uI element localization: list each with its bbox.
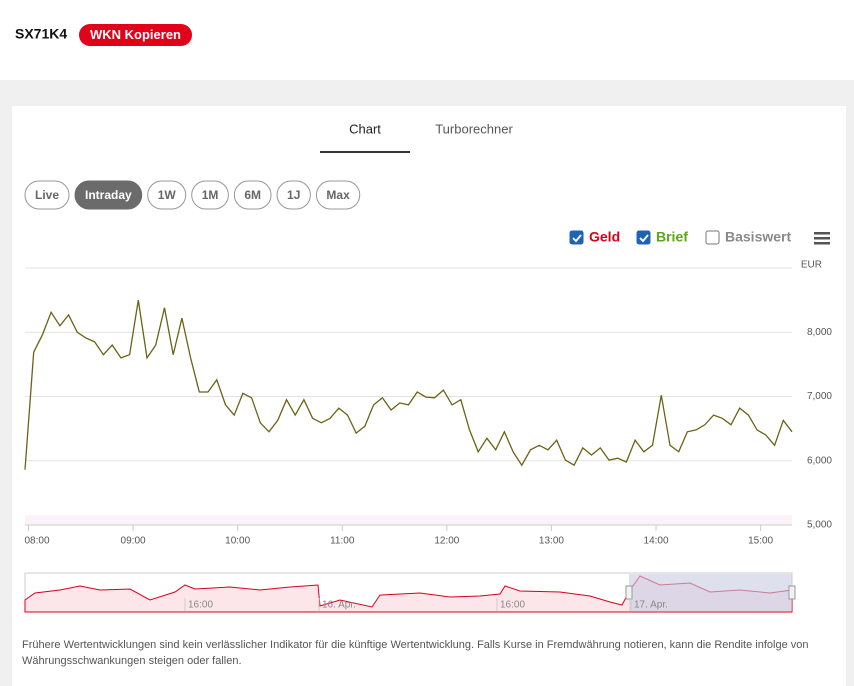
plot-band <box>25 515 792 525</box>
y-tick-label: 5,000 <box>807 520 832 531</box>
price-line <box>24 299 793 470</box>
range-button-label[interactable]: 1W <box>158 188 177 202</box>
range-button[interactable] <box>24 180 70 210</box>
x-tick-label: 15:00 <box>748 536 773 547</box>
x-tick-label: 13:00 <box>539 536 564 547</box>
navigator-label: 16:00 <box>500 600 525 611</box>
navigator-handle[interactable] <box>625 585 633 600</box>
tab[interactable]: Chart <box>349 121 381 136</box>
menu-bar[interactable] <box>814 237 830 240</box>
y-tick-label: 8,000 <box>807 327 832 338</box>
legend-checkbox[interactable] <box>705 230 720 245</box>
range-button-label[interactable]: Live <box>35 188 59 202</box>
range-button-label[interactable]: 1M <box>202 188 219 202</box>
legend-checkbox[interactable] <box>569 230 584 245</box>
navigator-label: 16. Apr. <box>322 600 356 611</box>
legend-label[interactable]: Geld <box>589 229 620 245</box>
navigator-window[interactable] <box>629 574 792 611</box>
legend-label[interactable]: Brief <box>656 229 688 245</box>
range-button[interactable] <box>147 180 187 210</box>
range-button-label[interactable]: 6M <box>244 188 261 202</box>
tab-underline <box>320 151 410 153</box>
x-tick-label: 14:00 <box>644 536 669 547</box>
range-button[interactable] <box>191 180 229 210</box>
y-tick-label: 7,000 <box>807 391 832 402</box>
legend-check[interactable] <box>572 234 582 243</box>
disclaimer: Frühere Wertentwicklungen sind kein verl… <box>22 639 809 667</box>
chart-menu[interactable] <box>814 232 830 245</box>
legend-label[interactable]: Basiswert <box>725 229 791 245</box>
menu-bar[interactable] <box>814 242 830 245</box>
y-unit: EUR <box>801 260 822 271</box>
copy-button[interactable] <box>79 24 192 46</box>
range-button[interactable] <box>74 180 143 210</box>
y-tick-label: 6,000 <box>807 455 832 466</box>
x-tick-label: 09:00 <box>121 536 146 547</box>
copy-button-label[interactable]: WKN Kopieren <box>90 27 181 42</box>
range-button[interactable] <box>315 180 361 210</box>
legend-check[interactable] <box>639 234 649 243</box>
navigator-label: 17. Apr. <box>634 600 668 611</box>
navigator-label: 16:00 <box>188 600 213 611</box>
x-tick-label: 10:00 <box>225 536 250 547</box>
x-tick-label: 11:00 <box>330 536 355 547</box>
tab[interactable]: Turborechner <box>435 121 513 136</box>
menu-bar[interactable] <box>814 232 830 235</box>
x-tick-label: 12:00 <box>434 536 459 547</box>
product-code: SX71K4 <box>15 26 67 42</box>
range-button-label[interactable]: 1J <box>287 188 300 202</box>
range-button[interactable] <box>233 180 272 210</box>
legend-checkbox[interactable] <box>636 230 651 245</box>
range-button-label[interactable]: Intraday <box>85 188 132 202</box>
navigator-handle[interactable] <box>788 585 796 600</box>
x-tick-label: 08:00 <box>24 536 49 547</box>
range-button[interactable] <box>276 180 311 210</box>
range-button-label[interactable]: Max <box>326 188 350 202</box>
